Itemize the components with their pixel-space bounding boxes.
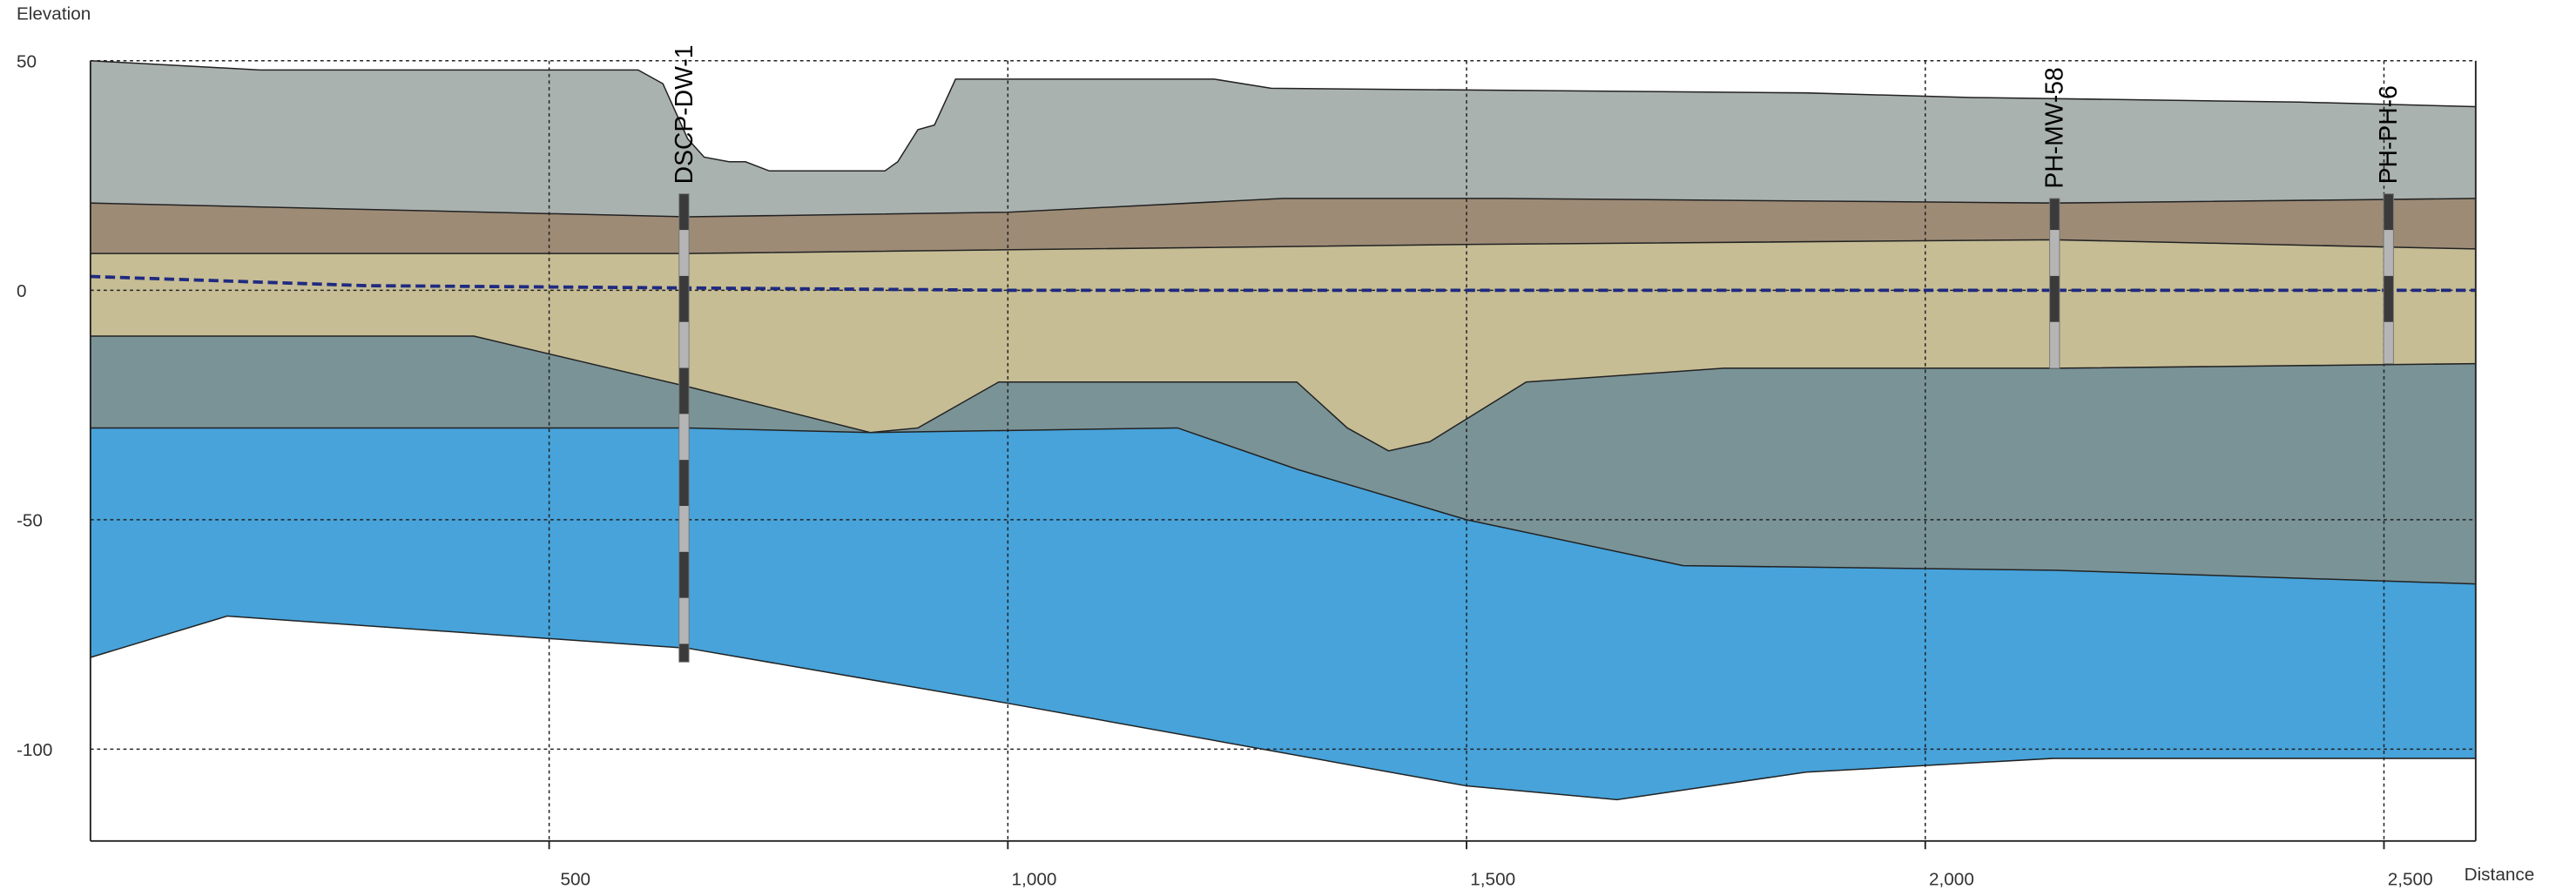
y-tick-label: -100 bbox=[17, 740, 53, 760]
well-label: PH-PH-6 bbox=[2374, 85, 2402, 184]
x-tick-label: 1,000 bbox=[1012, 870, 1057, 890]
layer-fill bbox=[90, 616, 2476, 841]
y-axis-label: Elevation bbox=[17, 4, 91, 24]
well-label: PH-MW-58 bbox=[2040, 67, 2068, 188]
layer-boundary bbox=[90, 60, 2476, 172]
layer-boundary bbox=[90, 335, 2476, 452]
x-tick-label: 500 bbox=[560, 870, 590, 890]
layer-boundary bbox=[90, 427, 2476, 585]
x-axis-label: Distance bbox=[2465, 865, 2535, 885]
y-tick-label: 50 bbox=[17, 51, 37, 71]
x-tick-label: 2,000 bbox=[1929, 870, 1974, 890]
x-tick-label: 1,500 bbox=[1470, 870, 1515, 890]
well-casing bbox=[678, 193, 690, 663]
well-casing bbox=[2383, 193, 2394, 365]
layer-boundary bbox=[90, 239, 2476, 254]
y-tick-label: -50 bbox=[17, 510, 43, 530]
well-casing bbox=[2049, 198, 2060, 369]
x-tick-label: 2,500 bbox=[2388, 870, 2433, 890]
well-label: DSCP-DW-1 bbox=[670, 45, 698, 185]
y-tick-label: 0 bbox=[17, 281, 27, 301]
